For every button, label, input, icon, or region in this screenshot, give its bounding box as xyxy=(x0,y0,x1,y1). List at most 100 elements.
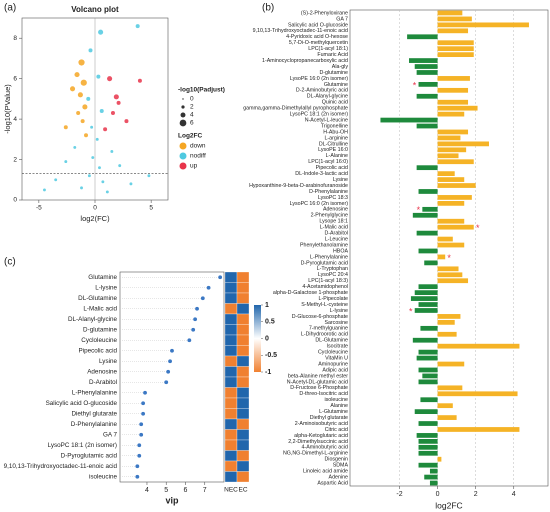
point xyxy=(64,160,68,164)
y-tick-label: L-Phenylalanine xyxy=(310,254,348,260)
bar xyxy=(437,456,442,462)
x-tick-label: 0 xyxy=(93,205,97,212)
heatmap-cell xyxy=(224,376,238,388)
colorbar-tick-label: 1 xyxy=(265,302,269,309)
bar xyxy=(437,314,461,319)
y-tick-label: Adenosine xyxy=(87,368,117,375)
y-tick-label: GA 7 xyxy=(103,431,117,438)
bar xyxy=(418,248,438,254)
chart-title: Volcano plot xyxy=(71,5,119,14)
bar xyxy=(437,76,470,81)
bar xyxy=(416,165,438,171)
bar xyxy=(412,337,438,343)
bar xyxy=(437,10,463,16)
bar xyxy=(418,81,438,87)
bar xyxy=(437,403,453,409)
bar xyxy=(414,64,438,69)
heatmap-cell xyxy=(224,397,238,409)
size-legend-label: 0 xyxy=(190,96,194,103)
dot xyxy=(139,432,144,437)
point xyxy=(116,100,121,105)
bar xyxy=(437,415,457,420)
bar xyxy=(437,391,518,397)
point xyxy=(124,119,129,124)
y-tick-label: Adenine xyxy=(329,474,348,480)
dot xyxy=(168,359,172,364)
y-tick-label: LysoPE 16:0 (2n isomer) xyxy=(290,76,348,82)
heatmap-cell xyxy=(224,460,238,472)
point xyxy=(86,96,91,101)
y-tick-label: D-glutamine xyxy=(319,70,348,76)
y-tick-label: L-Malic acid xyxy=(83,305,117,312)
y-tick-label: D-glutamine xyxy=(83,326,117,333)
heatmap-cell xyxy=(236,334,250,346)
y-tick-label: Phenylethanolamine xyxy=(300,242,348,248)
bar xyxy=(437,242,465,248)
size-legend-key xyxy=(180,112,186,118)
y-tick-label: Lysine xyxy=(99,358,117,365)
y-tick-label: L-Dihydroorotic acid xyxy=(301,332,348,338)
bar xyxy=(437,236,453,242)
y-tick-label: Cycloleucine xyxy=(81,337,117,344)
bar xyxy=(380,117,438,123)
y-tick-label: L-Alanine xyxy=(326,153,348,159)
bar xyxy=(437,129,469,135)
annotation: * xyxy=(413,80,417,90)
bar xyxy=(422,206,438,212)
y-tick-label: LysoPE 16:0 xyxy=(318,147,348,153)
legend-key xyxy=(179,142,187,150)
heatmap-cell xyxy=(236,282,250,294)
y-tick-label: LysoPC 18:1 (2n isomer) xyxy=(290,112,349,118)
y-tick-label: Linoleic acid amide xyxy=(303,469,348,475)
y-tick-label: L-lysine xyxy=(330,308,348,314)
bar xyxy=(420,325,438,331)
bar xyxy=(429,468,438,474)
y-tick-label: L-lysine xyxy=(95,284,117,291)
point xyxy=(99,109,104,114)
point xyxy=(63,125,68,130)
dot xyxy=(191,327,196,332)
bar xyxy=(437,278,469,284)
heatmap-cell xyxy=(236,271,250,283)
bar xyxy=(429,480,438,486)
bar xyxy=(437,385,463,391)
y-tick-label: VitaMin U xyxy=(325,355,348,361)
plot-area xyxy=(119,271,225,483)
bar xyxy=(418,302,438,307)
point xyxy=(96,74,101,79)
heatmap-cell xyxy=(236,292,250,304)
y-tick-label: Pipecolic acid xyxy=(78,347,117,354)
colorbar xyxy=(254,305,261,372)
y-tick-label: D-Phenylalanine xyxy=(71,421,118,428)
point xyxy=(84,133,89,138)
point xyxy=(135,24,140,29)
heatmap-cell xyxy=(224,303,238,315)
point xyxy=(80,119,85,124)
heatmap-cell xyxy=(236,439,250,451)
y-tick-label: 9,10,13-Trihydroxyoctadec-11-enoic acid xyxy=(4,463,118,470)
y-tick-label: Alanine xyxy=(330,403,348,409)
y-tick-label: D-Pyroglutamic acid xyxy=(61,452,118,459)
y-tick-label: 2 xyxy=(13,156,17,163)
y-tick-label: LPC(1-acyl 18:3) xyxy=(308,278,348,284)
bar xyxy=(437,40,474,46)
point xyxy=(91,156,95,159)
heatmap-cell xyxy=(236,460,250,472)
point xyxy=(118,164,122,168)
point xyxy=(78,59,85,66)
point xyxy=(103,127,108,132)
y-tick-label: Adenosine xyxy=(323,207,348,213)
legend-label: nodiff xyxy=(190,153,206,160)
y-tick-label: 8 xyxy=(13,35,17,42)
y-tick-label: N-Acetyl-DL-glutamic acid xyxy=(287,379,348,385)
y-tick-label: 2-Aminoisobutyric acid xyxy=(295,421,348,427)
bar xyxy=(418,367,438,373)
size-legend-key xyxy=(179,119,187,127)
y-tick-label: alpha-Ketoglutaric acid xyxy=(294,433,348,439)
heatmap-cell xyxy=(236,450,250,462)
bar xyxy=(418,349,438,355)
x-axis-label: log2FC xyxy=(435,500,462,510)
bar xyxy=(437,22,529,28)
y-tick-label: 5,7-Di-O-methylquercetin xyxy=(289,40,348,46)
